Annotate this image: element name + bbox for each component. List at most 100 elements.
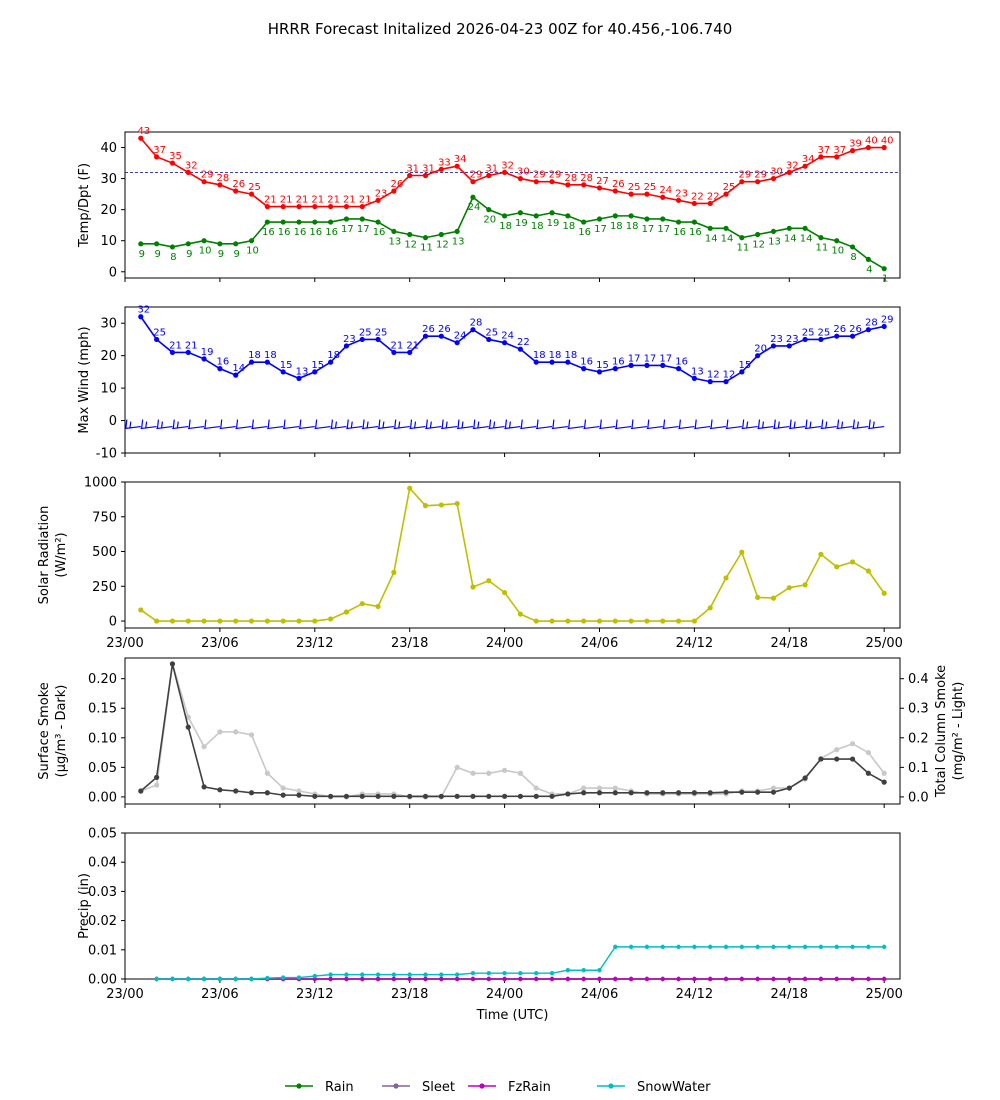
dewpoint-point [517, 210, 524, 216]
solar-point [612, 618, 618, 624]
dewpoint-point [359, 216, 365, 222]
solar-point [660, 618, 666, 624]
wind-barb-flag [176, 421, 179, 429]
solar-point [834, 564, 840, 570]
snowwater-point [739, 944, 745, 950]
y-tick-label: 500 [92, 545, 117, 560]
wind-barb [630, 419, 648, 430]
x-tick-label: 24/12 [676, 987, 713, 1002]
dewpoint-data-label: 8 [850, 252, 856, 263]
wind-barb-flag [742, 419, 745, 429]
legend-marker [393, 1083, 399, 1089]
plot-frame [124, 131, 901, 279]
legend-item-snowwater: SnowWater [597, 1080, 711, 1095]
wind-barb-shaft [804, 425, 821, 430]
wind-barb-flag [809, 421, 812, 429]
plot-frame [124, 657, 901, 805]
wind-barb [361, 419, 379, 430]
column-smoke-point [581, 785, 587, 791]
wind-data-label: 23 [343, 334, 356, 345]
wind-point [312, 369, 318, 375]
surface-smoke-point [486, 793, 492, 799]
solar-point [501, 589, 508, 596]
snowwater-point [597, 968, 602, 973]
wind-point [770, 343, 777, 349]
wind-data-label: 20 [754, 344, 767, 355]
wind-barb [488, 419, 505, 430]
column-smoke-point [849, 741, 856, 747]
snowwater-point [233, 976, 238, 982]
snowwater-point [186, 976, 191, 982]
surface-smoke-point [312, 793, 318, 799]
snowwater-point [391, 972, 397, 977]
dewpoint-data-label: 17 [341, 224, 354, 235]
fzrain-point [328, 976, 333, 982]
wind-point [612, 366, 618, 372]
fzrain-point [454, 976, 460, 982]
wind-barb-shaft [393, 425, 410, 430]
dewpoint-point [707, 225, 713, 231]
wind-barb-shaft [425, 425, 442, 430]
temperature-data-label: 23 [675, 188, 688, 199]
wind-barb-shaft [330, 425, 347, 430]
y-tick-label: 0.02 [88, 914, 117, 929]
dewpoint-data-label: 17 [642, 224, 655, 235]
dewpoint-data-label: 10 [246, 246, 259, 257]
surface-smoke-point [501, 793, 508, 799]
legend-marker [479, 1083, 485, 1089]
wind-point [407, 349, 413, 356]
wind-point [470, 327, 476, 333]
surface-smoke-point [154, 774, 160, 781]
dewpoint-point [185, 241, 191, 247]
fzrain-point [344, 976, 349, 982]
wind-barb-flag [409, 419, 413, 429]
wind-barb-flag [441, 419, 444, 429]
legend-label: Rain [325, 1080, 354, 1095]
wind-barb-flag [492, 421, 496, 429]
wind-barb-flag [552, 419, 555, 429]
wind-barb-flag [777, 421, 780, 429]
temperature-point [818, 154, 824, 160]
fzrain-point [613, 976, 618, 982]
fzrain-point [518, 976, 523, 982]
wind-barb-shaft [583, 425, 600, 430]
x-axis-label: Time (UTC) [476, 1008, 549, 1023]
wind-barb-shaft [520, 425, 537, 430]
solar-point [675, 618, 682, 624]
wind-barb-shaft [741, 425, 758, 430]
temperature-data-label: 21 [343, 195, 356, 206]
temperature-point [675, 197, 682, 203]
dewpoint-point [422, 235, 429, 241]
plot-frame [124, 481, 901, 629]
wind-barb [852, 419, 869, 430]
wind-data-label: 13 [691, 366, 704, 377]
dewpoint-data-label: 4 [866, 264, 872, 275]
wind-point [154, 336, 160, 343]
fzrain-point [787, 976, 792, 982]
temperature-point [407, 172, 413, 179]
solar-point [312, 618, 318, 624]
dewpoint-data-label: 16 [262, 227, 275, 238]
x-tick-label: 24/18 [771, 987, 808, 1002]
temperature-data-label: 30 [770, 167, 783, 178]
y-axis-label: Precip (in) [77, 873, 92, 939]
wind-barb [456, 419, 474, 430]
wind-barb-flag [615, 419, 618, 429]
wind-data-label: 21 [391, 340, 404, 351]
solar-point [375, 603, 381, 610]
solar-point [849, 559, 856, 565]
dewpoint-point [296, 219, 302, 225]
wind-point [185, 349, 191, 356]
column-smoke-point [217, 729, 223, 735]
wind-barb [757, 419, 774, 430]
wind-barb-flag [568, 419, 571, 429]
solar-point [248, 618, 255, 624]
temperature-data-label: 31 [406, 163, 419, 174]
x-tick-label: 24/12 [676, 636, 713, 651]
snowwater-point [217, 976, 223, 982]
wind-barb-flag [220, 419, 223, 429]
wind-barb [219, 419, 236, 430]
surface-smoke-point [818, 756, 824, 762]
temperature-point [723, 191, 729, 197]
surface-smoke-point [328, 793, 334, 799]
